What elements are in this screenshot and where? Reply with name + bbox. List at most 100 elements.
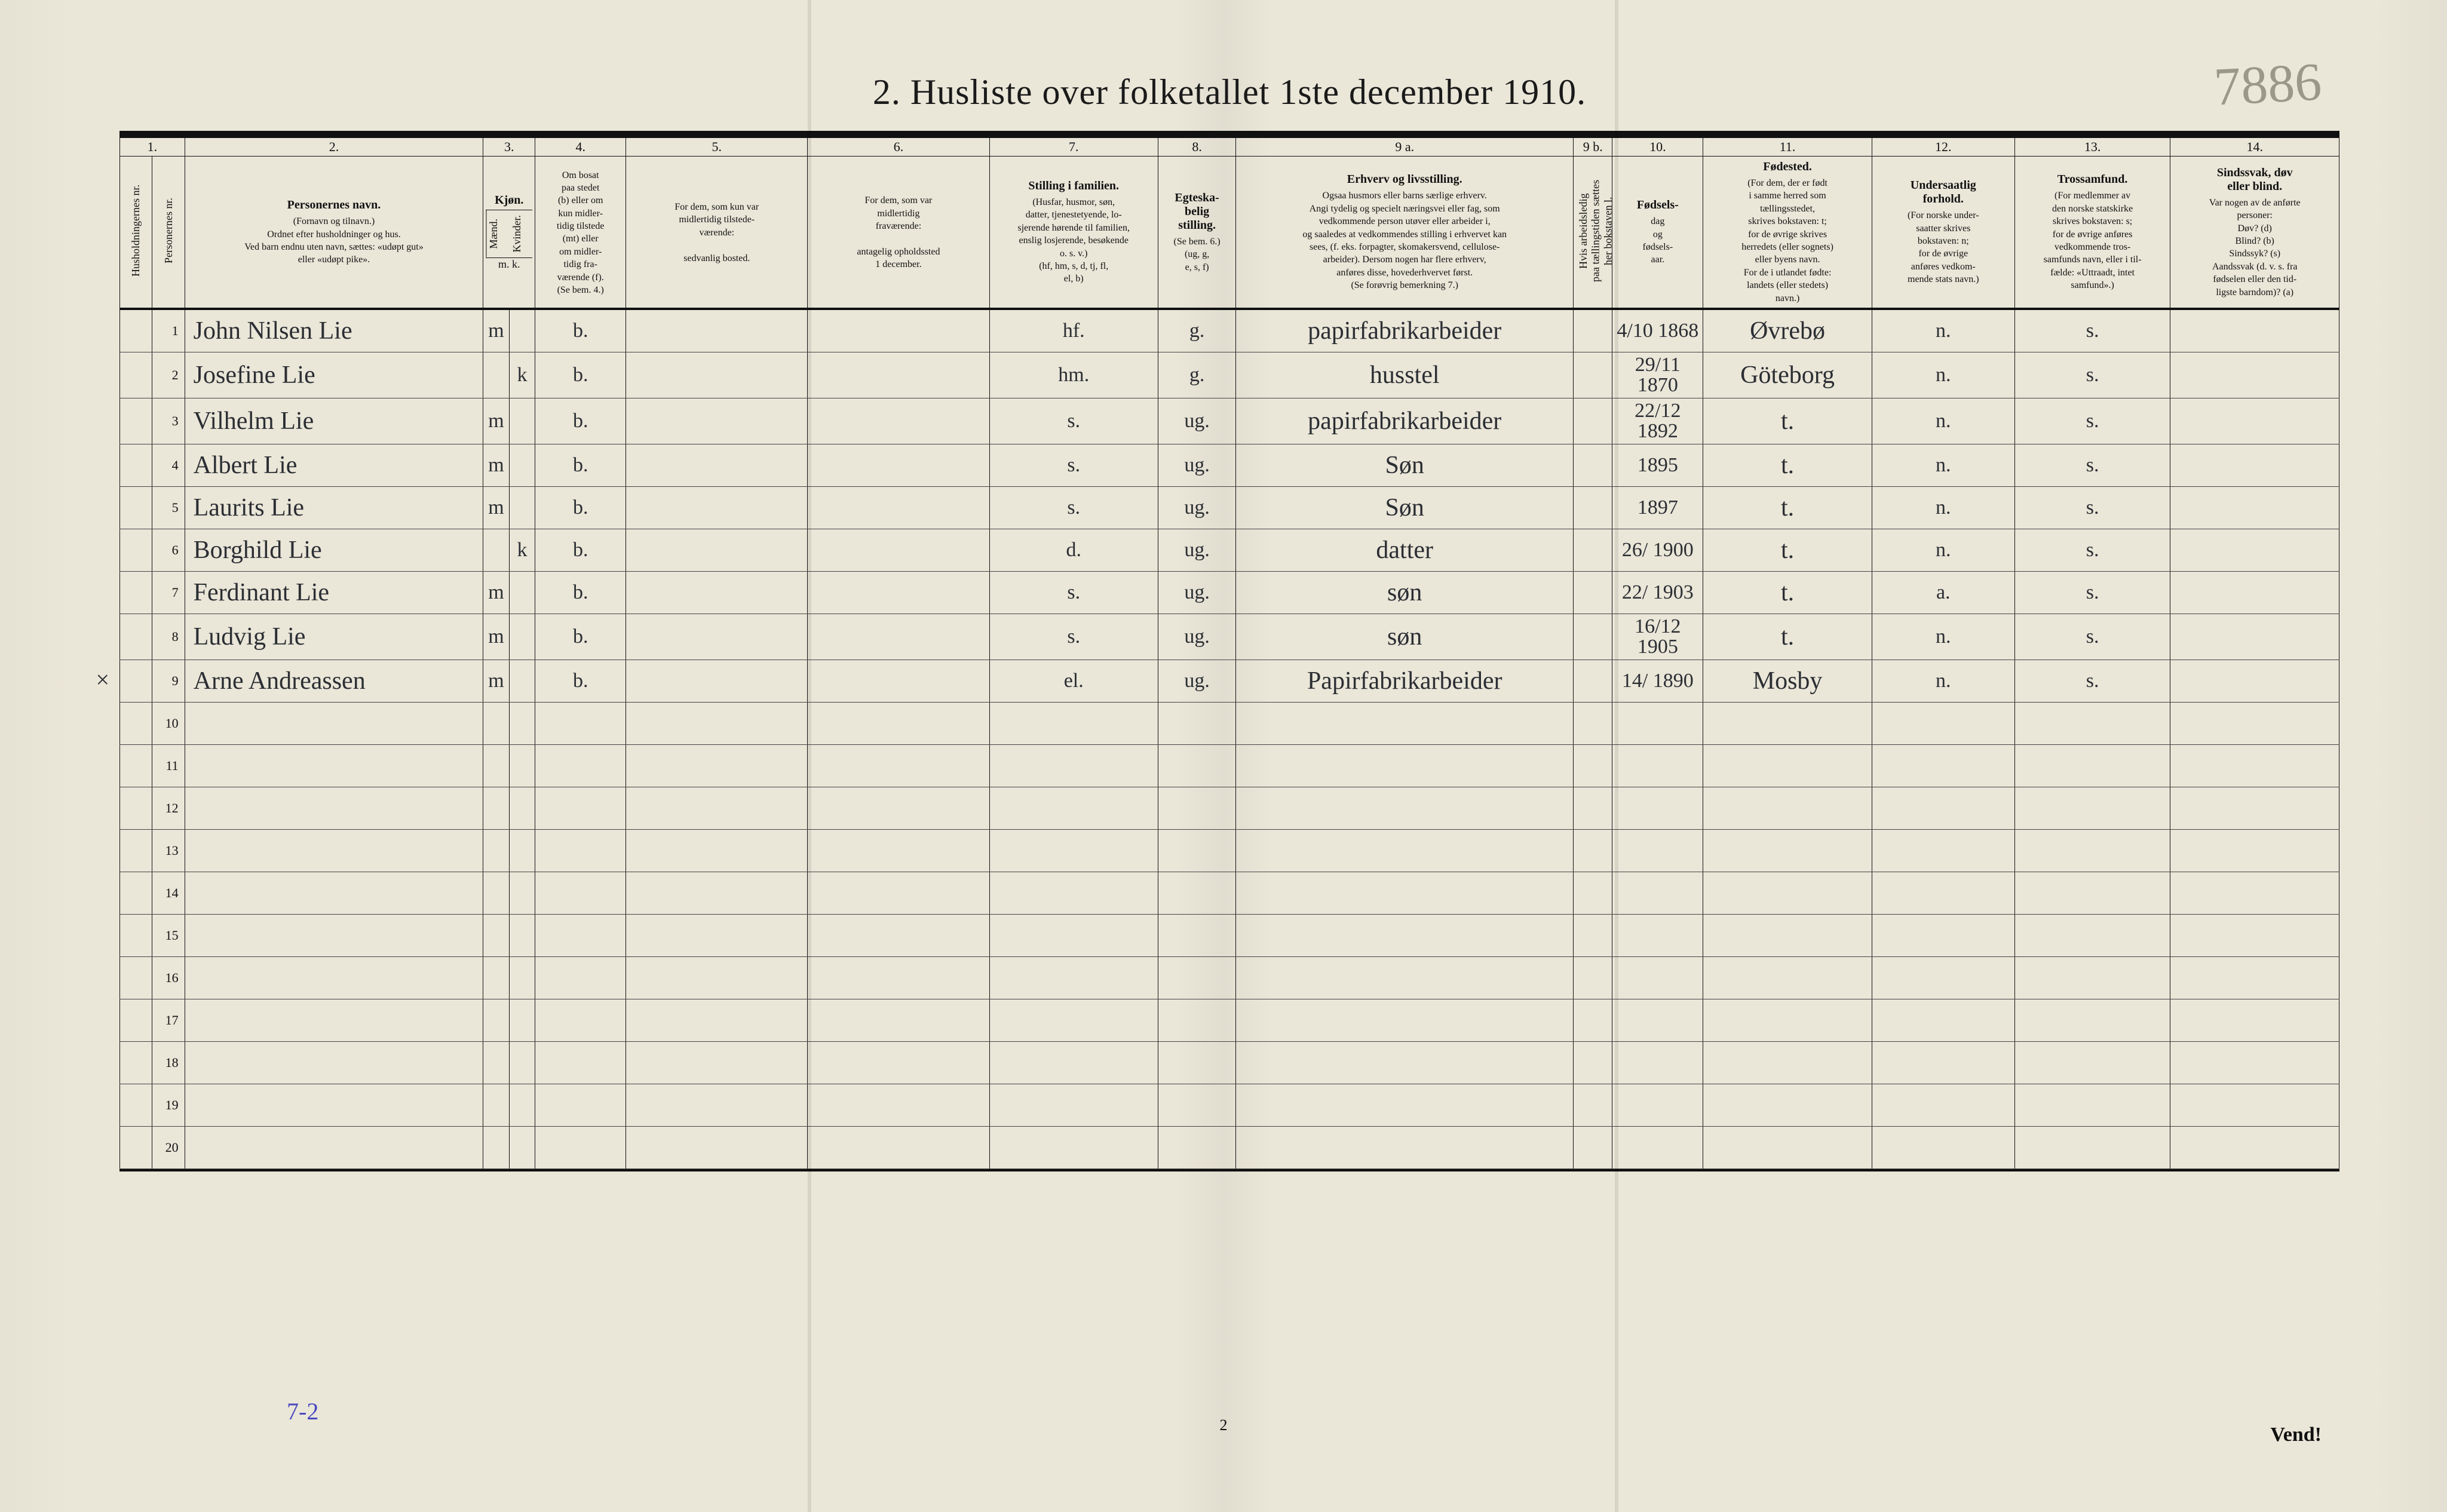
cell-household-nr [120,398,152,444]
col-num: 4. [535,137,626,157]
cell-name [185,829,483,872]
cell-temp-absent [808,1126,989,1168]
cell-residence: b. [535,486,626,529]
cell-marital [1158,914,1235,956]
cell-name: Laurits Lie [185,486,483,529]
cell-family-pos: s. [989,486,1158,529]
cell-marital [1158,744,1235,787]
cell-family-pos: el. [989,660,1158,702]
cell-sex-k [509,1084,535,1126]
cell-birthdate: 1897 [1612,486,1703,529]
hdr-marital: Egteska- belig stilling. (Se bem. 6.) (u… [1158,157,1235,309]
cell-occupation: papirfabrikarbeider [1236,309,1574,352]
cell-sex-k [509,744,535,787]
cell-occupation: datter [1236,529,1574,571]
cell-person-nr: 18 [152,1041,185,1084]
cell-temp-present [626,529,808,571]
cell-marital [1158,702,1235,744]
cell-birthdate [1612,1126,1703,1168]
cell-family-pos [989,702,1158,744]
cell-household-nr [120,1126,152,1168]
cell-sex-m [483,787,509,829]
cell-unemployed [1574,614,1612,660]
cell-unemployed [1574,1041,1612,1084]
cell-disability [2170,309,2339,352]
col-num: 6. [808,137,989,157]
cell-unemployed [1574,352,1612,398]
ledger-table-wrap: 1. 2. 3. 4. 5. 6. 7. 8. 9 a. 9 b. 10. 11… [119,131,2339,1171]
cell-marital [1158,956,1235,999]
cell-unemployed [1574,1084,1612,1126]
cell-temp-present [626,398,808,444]
cell-household-nr [120,529,152,571]
cell-birthplace [1703,999,1872,1041]
cell-residence [535,829,626,872]
cell-disability [2170,614,2339,660]
cell-occupation [1236,1084,1574,1126]
census-table: 1. 2. 3. 4. 5. 6. 7. 8. 9 a. 9 b. 10. 11… [119,136,2339,1169]
cell-religion: s. [2014,398,2170,444]
cell-family-pos [989,1126,1158,1168]
cell-birthdate [1612,787,1703,829]
cell-occupation [1236,914,1574,956]
cell-birthplace: t. [1703,529,1872,571]
cell-religion: s. [2014,529,2170,571]
cell-nationality [1872,999,2014,1041]
cell-sex-k [509,398,535,444]
cell-occupation: Søn [1236,444,1574,486]
cell-occupation [1236,956,1574,999]
table-row: 13 [120,829,2339,872]
cell-person-nr: 17 [152,999,185,1041]
row-marker: × [96,665,110,694]
cell-residence [535,956,626,999]
cell-person-nr: 3 [152,398,185,444]
cell-sex-m [483,1126,509,1168]
cell-person-nr: 9 [152,660,185,702]
cell-unemployed [1574,660,1612,702]
cell-occupation: husstel [1236,352,1574,398]
cell-unemployed [1574,309,1612,352]
cell-religion [2014,702,2170,744]
cell-household-nr [120,486,152,529]
cell-birthdate [1612,956,1703,999]
col-num: 14. [2170,137,2339,157]
cell-disability [2170,1041,2339,1084]
cell-birthplace: t. [1703,571,1872,614]
table-row: 15 [120,914,2339,956]
cell-disability [2170,829,2339,872]
cell-person-nr: 14 [152,872,185,914]
cell-disability [2170,872,2339,914]
cell-religion: s. [2014,614,2170,660]
page-fold [808,0,811,1512]
cell-sex-k [509,571,535,614]
cell-nationality: n. [1872,486,2014,529]
cell-sex-k [509,872,535,914]
cell-temp-absent [808,486,989,529]
cell-sex-m: m [483,398,509,444]
cell-household-nr [120,660,152,702]
cell-unemployed [1574,872,1612,914]
cell-religion [2014,1084,2170,1126]
cell-household-nr [120,571,152,614]
cell-marital [1158,1126,1235,1168]
cell-disability [2170,744,2339,787]
cell-birthplace: Göteborg [1703,352,1872,398]
cell-name [185,1041,483,1084]
cell-disability [2170,1084,2339,1126]
cell-temp-absent [808,1084,989,1126]
hdr-nationality: Undersaatlig forhold. (For norske under-… [1872,157,2014,309]
cell-occupation [1236,999,1574,1041]
hdr-disability: Sindssvak, døv eller blind. Var nogen av… [2170,157,2339,309]
cell-marital: ug. [1158,529,1235,571]
cell-birthdate [1612,999,1703,1041]
cell-occupation: søn [1236,571,1574,614]
cell-birthplace [1703,829,1872,872]
cell-household-nr [120,956,152,999]
cell-household-nr [120,914,152,956]
cell-name: John Nilsen Lie [185,309,483,352]
cell-nationality: n. [1872,660,2014,702]
table-row: 11 [120,744,2339,787]
cell-temp-absent [808,660,989,702]
cell-birthplace [1703,1084,1872,1126]
cell-disability [2170,571,2339,614]
